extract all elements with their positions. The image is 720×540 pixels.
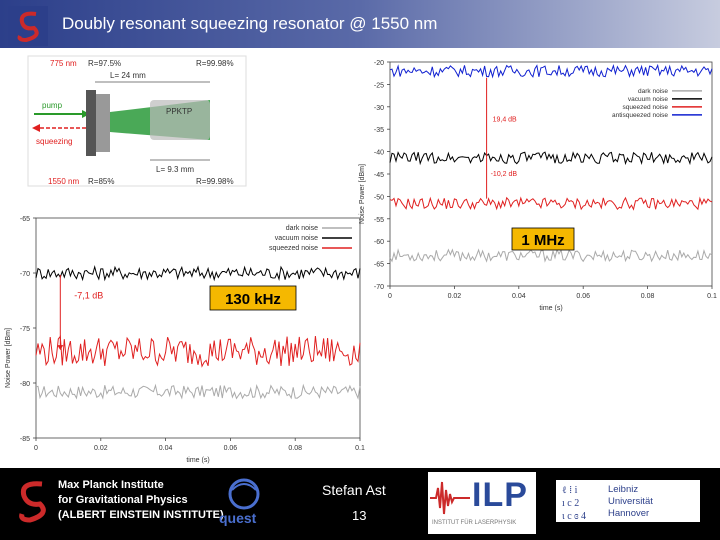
chart2-xtick-label: 0.02	[448, 293, 462, 300]
setup-r-right-bottom: R=99.98%	[196, 177, 234, 186]
chart2-xtick-label: 0.1	[707, 293, 717, 300]
chart1-ytick-label: -80	[20, 381, 30, 388]
chart1-xtick-label: 0	[34, 445, 38, 452]
chart2-series-squeezed-noise	[389, 196, 713, 211]
header-bar: Doubly resonant squeezing resonator @ 15…	[0, 0, 720, 48]
chart2-ytick-label: -45	[374, 172, 384, 179]
figure-canvas: 775 nm R=97.5% R=99.98% L= 24 mm pump sq…	[5, 55, 717, 464]
chart1-ytick-label: -70	[20, 271, 30, 278]
setup-r-left-top: R=97.5%	[88, 59, 121, 68]
chart1-xlabel: time (s)	[186, 457, 209, 464]
chart2-xtick-label: 0.08	[641, 293, 655, 300]
chart2-series-antisqueezed-noise	[389, 63, 713, 79]
luh-mark-icon: ℓ ⁞ i ı c 2 ɩ c ɞ 4	[562, 485, 586, 521]
chart1-annotation: -7,1 dB	[74, 290, 103, 300]
quest-logo-icon: quest	[216, 474, 272, 530]
chart2-legend-label: vacuum noise	[628, 96, 668, 103]
chart2-series-vacuum-noise	[389, 151, 713, 166]
chart1-legend-label: squeezed noise	[269, 245, 318, 252]
chart2-ytick-label: -30	[374, 105, 384, 112]
presenter-name: Stefan Ast	[322, 482, 386, 498]
chart1-xtick-label: 0.04	[159, 445, 173, 452]
chart2-ytick-label: -70	[374, 284, 384, 291]
chart2-ytick-label: -40	[374, 150, 384, 157]
chart2-xtick-label: 0	[388, 293, 392, 300]
chart1-ytick-label: -65	[20, 216, 30, 223]
svg-text:ɩ c ɞ 4: ɩ c ɞ 4	[562, 511, 586, 521]
luh-text: Leibniz Universität Hannover	[608, 484, 653, 520]
chart1-label-box-text: 130 kHz	[225, 291, 281, 308]
luh-line-1: Leibniz	[608, 484, 639, 495]
chart1-ytick-label: -75	[20, 326, 30, 333]
chart2-ytick-label: -35	[374, 127, 384, 134]
chart2-label-box	[511, 227, 575, 251]
footer-bar: Max Planck Institute for Gravitational P…	[0, 468, 720, 540]
chart1-ylabel: Noise Power [dBm]	[5, 328, 12, 388]
ilp-subtitle: INSTITUT FÜR LASERPHYSIK	[432, 520, 517, 526]
setup-squeezing: squeezing	[36, 137, 72, 146]
setup-length-bottom: L= 9.3 mm	[156, 165, 194, 174]
mpg-footer-logo-icon	[19, 481, 46, 523]
chart1-legend-label: vacuum noise	[275, 235, 318, 242]
chart-1mhz: -20 -25 -30 -35 -40 -45 -50 -55 -60 -65 -70 0 0.02 0.…	[359, 60, 717, 312]
mpi-line-2: for Gravitational Physics	[58, 494, 188, 506]
chart2-xtick-label: 0.06	[576, 293, 590, 300]
mpi-name: Max Planck Institute for Gravitational P…	[58, 478, 224, 523]
ilp-logo: ILP INSTITUT FÜR LASERPHYSIK	[428, 472, 536, 534]
chart1-legend-label: dark noise	[286, 225, 318, 232]
chart2-legend-label: squeezed noise	[622, 104, 668, 111]
setup-pump: pump	[42, 101, 63, 110]
setup-wl-top: 775 nm	[50, 59, 77, 68]
chart-130khz: -65 -70 -75 -80 -85 0 0.02 0.04 0.06 0.08 0.1 time …	[5, 216, 365, 464]
chart2-annotation-down: -10,2 dB	[491, 171, 518, 178]
page-title: Doubly resonant squeezing resonator @ 15…	[62, 14, 438, 33]
quest-text: quest	[219, 510, 257, 526]
chart1-series-dark-noise	[35, 383, 361, 400]
chart1-xtick-label: 0.02	[94, 445, 108, 452]
luh-line-2: Universität	[608, 496, 653, 507]
chart2-ytick-label: -20	[374, 60, 384, 67]
luh-logo: ℓ ⁞ i ı c 2 ɩ c ɞ 4 Leibniz Universität …	[556, 480, 700, 522]
chart2-annotation-up: 19,4 dB	[493, 117, 517, 124]
chart1-xtick-label: 0.08	[288, 445, 302, 452]
chart1-frame	[35, 217, 361, 439]
setup-length-top: L= 24 mm	[110, 71, 146, 80]
luh-line-3: Hannover	[608, 508, 650, 519]
ilp-text: ILP	[472, 476, 528, 514]
chart1-xtick-label: 0.1	[355, 445, 365, 452]
chart1-series-squeezed-noise	[35, 335, 361, 368]
chart1-label-box	[209, 285, 297, 311]
chart2-ytick-label: -60	[374, 239, 384, 246]
setup-wl-bottom: 1550 nm	[48, 177, 79, 186]
chart2-xlabel: time (s)	[539, 305, 562, 312]
chart1-series-vacuum-noise	[35, 264, 361, 282]
chart2-legend-label: dark noise	[638, 88, 668, 95]
setup-r-left-bottom: R=85%	[88, 177, 114, 186]
chart1-xtick-label: 0.06	[224, 445, 238, 452]
mpi-line-1: Max Planck Institute	[58, 479, 164, 491]
svg-text:ℓ ⁞ i: ℓ ⁞ i	[562, 485, 578, 496]
chart2-label-box-text: 1 MHz	[521, 232, 564, 249]
ilp-wave-icon	[430, 481, 470, 515]
chart2-series-dark-noise	[389, 248, 713, 263]
chart2-ytick-label: -50	[374, 194, 384, 201]
mpg-logo-icon	[8, 6, 48, 46]
chart2-ylabel: Noise Power [dBm]	[359, 164, 366, 224]
chart2-ytick-label: -55	[374, 217, 384, 224]
chart2-ytick-label: -65	[374, 262, 384, 269]
mpi-line-3: (ALBERT EINSTEIN INSTITUTE)	[58, 509, 224, 521]
chart1-ytick-label: -85	[20, 436, 30, 443]
chart1-annotation-arrowhead	[57, 345, 64, 351]
page-number: 13	[352, 508, 367, 523]
chart2-legend-label: antisqueezed noise	[612, 112, 668, 119]
chart2-xtick-label: 0.04	[512, 293, 526, 300]
resonator-schematic: 775 nm R=97.5% R=99.98% L= 24 mm pump sq…	[27, 55, 247, 187]
chart2-ytick-label: -25	[374, 82, 384, 89]
setup-crystal: PPKTP	[166, 107, 192, 116]
setup-r-right-top: R=99.98%	[196, 59, 234, 68]
svg-text:ı c 2: ı c 2	[562, 498, 579, 509]
